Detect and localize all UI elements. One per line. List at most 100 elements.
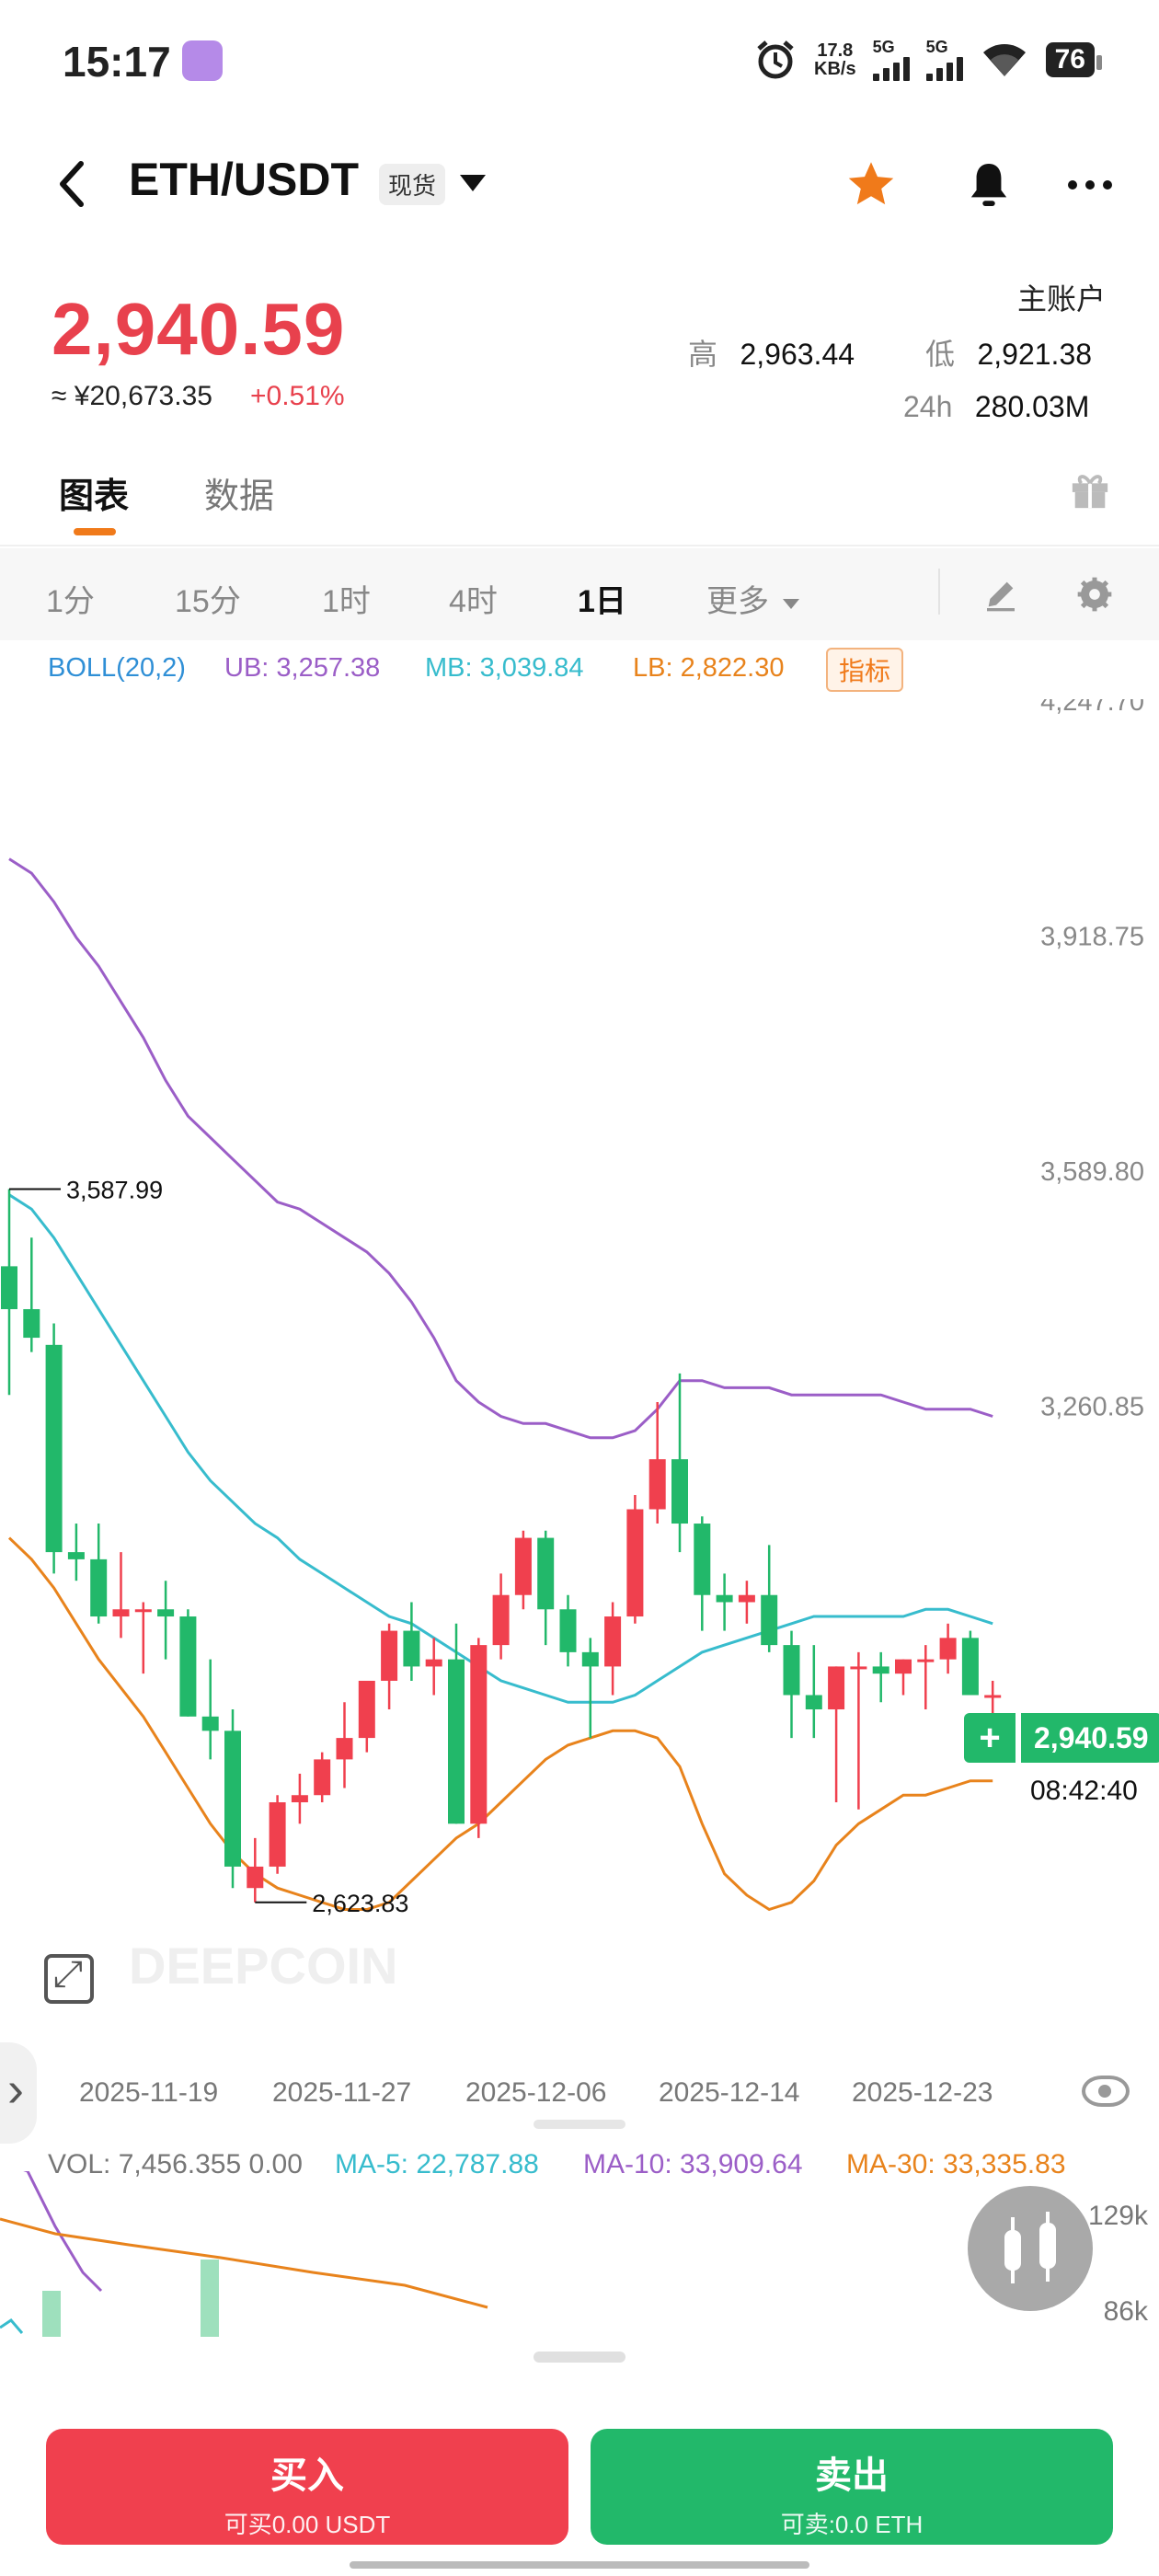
watermark: DEEPCOIN xyxy=(129,1937,398,1995)
interval-15m[interactable]: 15分 xyxy=(175,584,241,619)
candle-body xyxy=(984,1695,1002,1698)
market-type-tag[interactable]: 现货 xyxy=(379,164,446,205)
candle-body xyxy=(157,1609,175,1617)
vol-ma5-line xyxy=(0,2318,24,2334)
eye-icon[interactable] xyxy=(1082,2076,1130,2107)
chevron-down-icon[interactable] xyxy=(460,175,486,191)
candle-body xyxy=(448,1659,465,1824)
bell-icon[interactable] xyxy=(968,160,1010,210)
gear-icon[interactable] xyxy=(1076,576,1113,613)
candle-body xyxy=(671,1459,688,1524)
account-label[interactable]: 主账户 xyxy=(1016,282,1106,316)
candle-body xyxy=(738,1594,755,1603)
interval-1h[interactable]: 1时 xyxy=(322,584,371,619)
vol-tick: 129k xyxy=(1087,2201,1148,2231)
candle-body xyxy=(403,1630,420,1667)
boll-lb: LB: 2,822.30 xyxy=(633,653,785,683)
candle-body xyxy=(134,1609,152,1613)
tabs-divider xyxy=(0,545,1159,546)
chevron-down-icon xyxy=(783,598,800,609)
price-change: +0.51% xyxy=(250,381,345,411)
volume-bar xyxy=(201,2260,219,2337)
candle-body xyxy=(648,1459,666,1510)
candle-body xyxy=(247,1866,264,1889)
candle-body xyxy=(559,1609,577,1652)
candle-body xyxy=(179,1616,197,1717)
candle-body xyxy=(224,1731,241,1867)
min-price-label: 2,623.83 xyxy=(312,1890,408,1917)
candle-body xyxy=(67,1552,85,1559)
expand-icon[interactable] xyxy=(44,1954,94,2004)
interval-4h[interactable]: 4时 xyxy=(449,584,498,619)
max-price-label: 3,587.99 xyxy=(66,1176,163,1203)
pencil-icon[interactable] xyxy=(982,576,1019,613)
volume-24h-stat: 24h 280.03M xyxy=(903,390,1090,423)
resize-handle[interactable] xyxy=(534,2352,625,2363)
candle-body xyxy=(1,1266,17,1309)
volume-chart xyxy=(0,2171,488,2337)
signal-sim1-icon: 5G xyxy=(872,39,910,81)
interval-separator xyxy=(938,569,940,615)
candle-body xyxy=(805,1695,822,1710)
boll-ub-line xyxy=(8,857,993,1440)
sell-button[interactable]: 卖出 可卖:0.0 ETH xyxy=(591,2429,1113,2545)
candle-body xyxy=(783,1645,800,1696)
tab-indicator xyxy=(74,528,116,535)
current-price-value: 2,940.59 xyxy=(1021,1713,1159,1763)
y-tick-label: 3,260.85 xyxy=(1040,1393,1144,1422)
candle-body xyxy=(581,1651,599,1667)
star-icon[interactable] xyxy=(844,158,898,210)
candle-body xyxy=(358,1680,375,1739)
home-indicator[interactable] xyxy=(350,2561,809,2569)
current-price-badge[interactable]: + 2,940.59 xyxy=(964,1713,1159,1763)
candle-body xyxy=(381,1630,398,1681)
float-chart-button[interactable] xyxy=(968,2186,1093,2311)
pair-title[interactable]: ETH/USDT xyxy=(129,154,359,205)
candle-body xyxy=(716,1594,733,1603)
boll-lb-line xyxy=(7,1536,993,1912)
candle-body xyxy=(23,1308,40,1339)
alarm-icon xyxy=(757,40,794,79)
buy-button[interactable]: 买入 可买0.00 USDT xyxy=(46,2429,568,2545)
chevron-right-icon[interactable] xyxy=(0,2042,37,2144)
candle-body xyxy=(269,1802,286,1867)
candle-body xyxy=(492,1594,510,1646)
candle-body xyxy=(470,1645,488,1824)
price-cny: ≈ ¥20,673.35 xyxy=(52,381,212,411)
signal-sim2-icon: 5G xyxy=(925,39,963,81)
candlestick-chart[interactable]: 4,247.70 3,918.75 3,589.80 3,260.85 DEEPCOI… xyxy=(0,699,1159,2024)
y-tick-label: 4,247.70 xyxy=(1040,699,1144,717)
interval-1m[interactable]: 1分 xyxy=(46,584,95,619)
interval-bar xyxy=(0,548,1159,640)
tab-chart[interactable]: 图表 xyxy=(59,477,130,516)
candle-body xyxy=(201,1716,219,1731)
vol-value: VOL: 7,456.355 0.00 xyxy=(48,2149,303,2179)
boll-mb-line xyxy=(8,1193,993,1704)
resize-handle[interactable] xyxy=(534,2120,625,2129)
candle-body xyxy=(917,1659,935,1662)
boll-ub: UB: 3,257.38 xyxy=(224,653,381,683)
vol-ma30-line xyxy=(0,2217,488,2309)
candle-body xyxy=(537,1537,555,1610)
vol-ma30: MA-30: 33,335.83 xyxy=(846,2149,1066,2179)
candle-body xyxy=(761,1594,778,1646)
candle-body xyxy=(872,1666,889,1674)
last-price: 2,940.59 xyxy=(52,288,346,370)
vol-ma5: MA-5: 22,787.88 xyxy=(335,2149,539,2179)
plus-icon[interactable]: + xyxy=(964,1713,1016,1763)
interval-more[interactable]: 更多 xyxy=(706,576,800,621)
x-tick-date: 2025-12-06 xyxy=(465,2077,607,2108)
candle-body xyxy=(514,1537,532,1595)
more-icon[interactable] xyxy=(1067,178,1113,191)
indicator-button[interactable]: 指标 xyxy=(826,648,904,692)
back-icon[interactable] xyxy=(53,158,90,210)
gift-icon[interactable] xyxy=(1069,469,1111,512)
vol-tick: 86k xyxy=(1103,2296,1148,2327)
battery-icon: 76 xyxy=(1045,42,1103,77)
candle-body xyxy=(336,1738,353,1760)
net-speed: 17.8 KB/s xyxy=(814,40,856,79)
status-icons: 17.8 KB/s 5G 5G 76 xyxy=(753,37,1103,83)
candle-body xyxy=(45,1344,63,1553)
tab-data[interactable]: 数据 xyxy=(204,477,275,516)
interval-1d[interactable]: 1日 xyxy=(578,584,626,619)
